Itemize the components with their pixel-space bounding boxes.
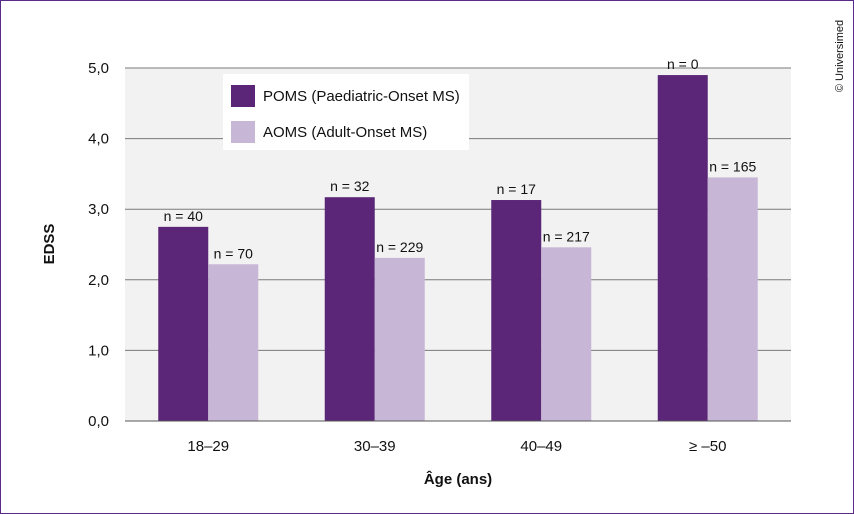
x-tick-label: ≥ –50 xyxy=(689,438,726,455)
x-tick-label: 30–39 xyxy=(354,438,396,455)
bar-poms xyxy=(491,200,542,421)
x-tick-label: 18–29 xyxy=(187,438,229,455)
legend-swatch xyxy=(231,85,255,107)
bar-aoms xyxy=(707,177,758,421)
x-axis-title: Âge (ans) xyxy=(424,470,492,488)
x-tick-label: 40–49 xyxy=(520,438,562,455)
legend-label: POMS (Paediatric-Onset MS) xyxy=(263,88,460,105)
legend-swatch xyxy=(231,121,255,143)
bar-poms xyxy=(158,226,209,421)
y-tick-label: 3,0 xyxy=(88,201,109,218)
legend-box xyxy=(223,74,469,150)
credit-text: © Universimed xyxy=(834,20,846,92)
bar-count-label: n = 165 xyxy=(709,158,756,174)
bar-poms xyxy=(657,75,708,421)
bar-poms xyxy=(324,197,375,421)
y-tick-label: 5,0 xyxy=(88,60,109,77)
y-tick-label: 0,0 xyxy=(88,413,109,430)
bar-aoms xyxy=(208,264,259,421)
bar-count-label: n = 32 xyxy=(330,178,370,194)
bar-count-label: n = 217 xyxy=(543,228,590,244)
bar-aoms xyxy=(541,247,592,421)
bar-count-label: n = 229 xyxy=(376,239,423,255)
bar-count-label: n = 0 xyxy=(667,56,699,72)
bar-count-label: n = 17 xyxy=(497,181,537,197)
y-axis-title: EDSS xyxy=(41,224,58,265)
y-tick-label: 2,0 xyxy=(88,272,109,289)
bar-aoms xyxy=(374,257,425,421)
bar-count-label: n = 70 xyxy=(214,245,254,261)
legend-label: AOMS (Adult-Onset MS) xyxy=(263,124,427,141)
y-tick-label: 1,0 xyxy=(88,342,109,359)
y-tick-label: 4,0 xyxy=(88,131,109,148)
bar-count-label: n = 40 xyxy=(164,208,204,224)
